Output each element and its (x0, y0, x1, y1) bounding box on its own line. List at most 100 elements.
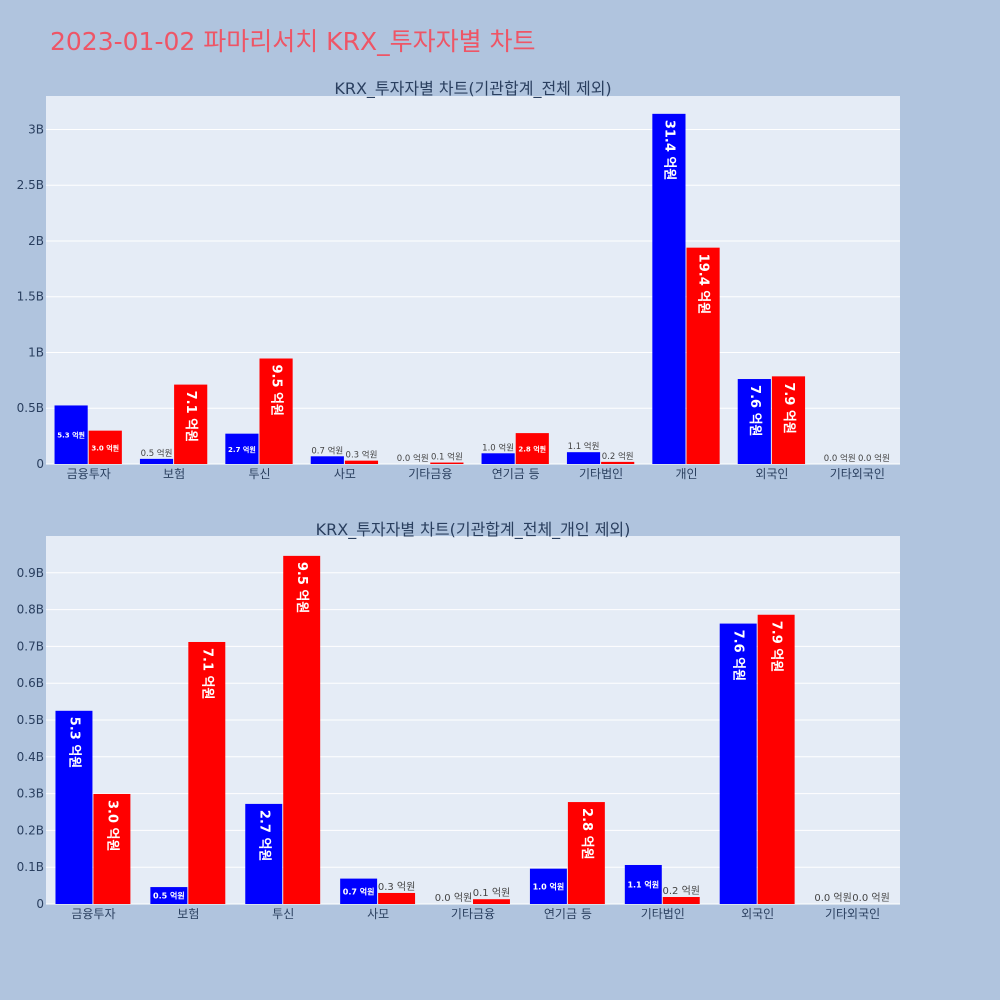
data-label: 0.0 억원 (858, 453, 890, 464)
x-tick-label: 보험 (177, 907, 199, 921)
bar (88, 430, 122, 464)
data-label: 2.8 억원 (579, 808, 594, 859)
bar (378, 892, 416, 904)
x-tick-label: 보험 (163, 467, 185, 481)
x-tick-label: 기타법인 (641, 907, 685, 921)
bar (430, 462, 464, 464)
chart-panel-2: 0 0.1B 0.2B 0.3B 0.4B 0.5B 0.6B 0.7B 0.8B 0.9B KRX… (17, 520, 900, 921)
x-tick-label: 투신 (248, 467, 270, 481)
data-label: 7.9 억원 (769, 621, 784, 672)
data-label: 1.1 억원 (568, 441, 600, 452)
y-tick-label: 1.5B (17, 290, 44, 304)
data-label: 0.3 억원 (378, 881, 415, 893)
data-label: 2.7 억원 (228, 445, 256, 454)
chart-panel-1: 0 0.5B 1B 1.5B 2B 2.5B 3B KRX_투자자별 차트(기관합계_전체 제… (17, 79, 900, 481)
bar (54, 405, 88, 464)
x-tick-label: 연기금 등 (492, 467, 540, 481)
bar (55, 710, 93, 904)
data-label: 0.0 억원 (435, 892, 472, 904)
data-label: 0.2 억원 (602, 451, 634, 462)
data-label: 7.1 억원 (183, 391, 198, 442)
y-tick-label: 2.5B (17, 178, 44, 192)
bar (188, 641, 226, 904)
x-tick-label: 투신 (272, 907, 294, 921)
x-tick-label: 외국인 (755, 467, 788, 481)
bar (567, 802, 605, 904)
data-label: 0.1 억원 (473, 887, 510, 899)
x-tick-label: 연기금 등 (544, 907, 592, 921)
bar (283, 555, 321, 904)
bar (139, 458, 174, 464)
data-label: 0.0 억원 (397, 453, 429, 464)
bar (601, 461, 635, 464)
y-tick-label: 0.3B (17, 787, 44, 801)
data-label: 0.3 억원 (346, 450, 378, 461)
data-label: 7.6 억원 (747, 385, 762, 436)
bar (344, 460, 379, 464)
x-tick-label: 기타금융 (451, 907, 495, 921)
bar (515, 433, 549, 464)
data-label: 3.0 억원 (104, 800, 119, 851)
x-tick-label: 기타법인 (579, 467, 623, 481)
bar (259, 358, 293, 464)
data-label: 0.0 억원 (824, 453, 856, 464)
data-label: 9.5 억원 (294, 562, 309, 613)
bar (245, 803, 283, 904)
bar (652, 113, 686, 465)
x-tick-label: 사모 (367, 907, 389, 921)
y-tick-label: 0.1B (17, 860, 44, 874)
data-label: 0.7 억원 (311, 445, 343, 456)
data-label: 0.1 억원 (431, 452, 463, 463)
y-tick-label: 0.6B (17, 676, 44, 690)
x-tick-label: 기타금융 (408, 467, 452, 481)
data-label: 0.5 억원 (153, 891, 185, 901)
y-tick-label: 2B (28, 234, 44, 248)
y-tick-label: 0 (36, 897, 44, 911)
data-label: 9.5 억원 (269, 365, 284, 416)
x-tick-label: 금융투자 (67, 467, 111, 481)
x-tick-label: 외국인 (741, 907, 774, 921)
y-tick-label: 1B (28, 345, 44, 359)
bar (771, 376, 806, 464)
bar (310, 456, 344, 464)
y-tick-label: 0.4B (17, 750, 44, 764)
data-label: 2.7 억원 (256, 810, 271, 861)
y-tick-label: 0.5B (17, 713, 44, 727)
data-label: 5.3 억원 (66, 717, 81, 768)
bar (340, 878, 378, 904)
x-tick-label: 기타외국인 (825, 907, 880, 921)
page-title: 2023-01-02 파마리서치 KRX_투자자별 차트 (50, 27, 536, 56)
x-tick-label: 개인 (675, 467, 697, 481)
data-label: 0.0 억원 (852, 892, 889, 904)
bar (737, 379, 771, 464)
y-tick-label: 0.7B (17, 639, 44, 653)
bar (662, 897, 700, 904)
data-label: 7.1 억원 (199, 648, 214, 699)
data-label: 7.9 억원 (781, 382, 796, 433)
y-tick-label: 0.2B (17, 823, 44, 837)
chart-title: KRX_투자자별 차트(기관합계_전체 제외) (334, 79, 611, 99)
data-label: 0.5 억원 (141, 448, 173, 459)
chart-title: KRX_투자자별 차트(기관합계_전체_개인 제외) (316, 520, 631, 540)
bar (529, 868, 567, 904)
x-tick-label: 기타외국인 (830, 467, 885, 481)
data-label: 0.0 억원 (814, 892, 851, 904)
data-label: 0.2 억원 (663, 885, 700, 897)
bar (473, 899, 510, 904)
x-tick-label: 사모 (334, 467, 356, 481)
data-label: 0.7 억원 (343, 886, 375, 896)
bar (150, 887, 188, 904)
bar (686, 247, 720, 464)
y-tick-label: 0.8B (17, 603, 44, 617)
data-label: 7.6 억원 (731, 630, 746, 681)
y-tick-label: 3B (28, 122, 44, 136)
y-tick-label: 0.9B (17, 566, 44, 580)
bar (757, 614, 795, 904)
data-label: 3.0 억원 (91, 443, 119, 452)
y-tick-label: 0.5B (17, 401, 44, 415)
bar (624, 864, 662, 904)
data-label: 31.4 억원 (661, 120, 676, 181)
bar (481, 453, 515, 464)
data-label: 2.8 억원 (518, 445, 546, 454)
